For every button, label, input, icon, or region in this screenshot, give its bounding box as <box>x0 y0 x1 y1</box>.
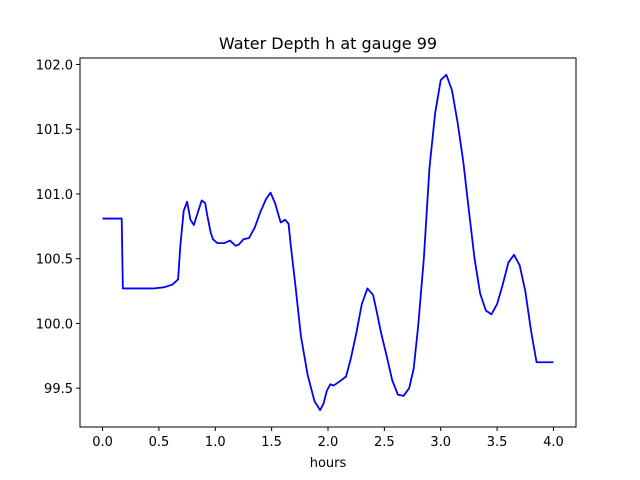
y-tick-label: 101.0 <box>36 188 73 203</box>
x-tick-label: 1.5 <box>261 435 282 450</box>
chart-title: Water Depth h at gauge 99 <box>219 34 437 53</box>
x-tick-label: 4.0 <box>543 435 564 450</box>
x-tick-label: 3.5 <box>487 435 508 450</box>
x-tick-label: 2.5 <box>374 435 395 450</box>
y-tick-label: 100.0 <box>36 317 73 332</box>
y-tick-label: 100.5 <box>36 253 73 268</box>
y-tick-label: 101.5 <box>36 123 73 138</box>
x-tick-label: 2.0 <box>318 435 339 450</box>
x-axis: 0.0 0.5 1.0 1.5 2.0 2.5 3.0 3.5 4.0 <box>92 427 564 450</box>
x-tick-label: 3.0 <box>430 435 451 450</box>
y-axis: 99.5 100.0 100.5 101.0 101.5 102.0 <box>36 58 80 397</box>
x-tick-label: 1.0 <box>205 435 226 450</box>
x-tick-label: 0.0 <box>92 435 113 450</box>
x-axis-label: hours <box>310 456 347 471</box>
x-tick-label: 0.5 <box>149 435 170 450</box>
plot-area <box>102 73 554 412</box>
y-tick-label: 99.5 <box>44 382 73 397</box>
series-line <box>102 73 554 412</box>
y-tick-label: 102.0 <box>36 58 73 73</box>
